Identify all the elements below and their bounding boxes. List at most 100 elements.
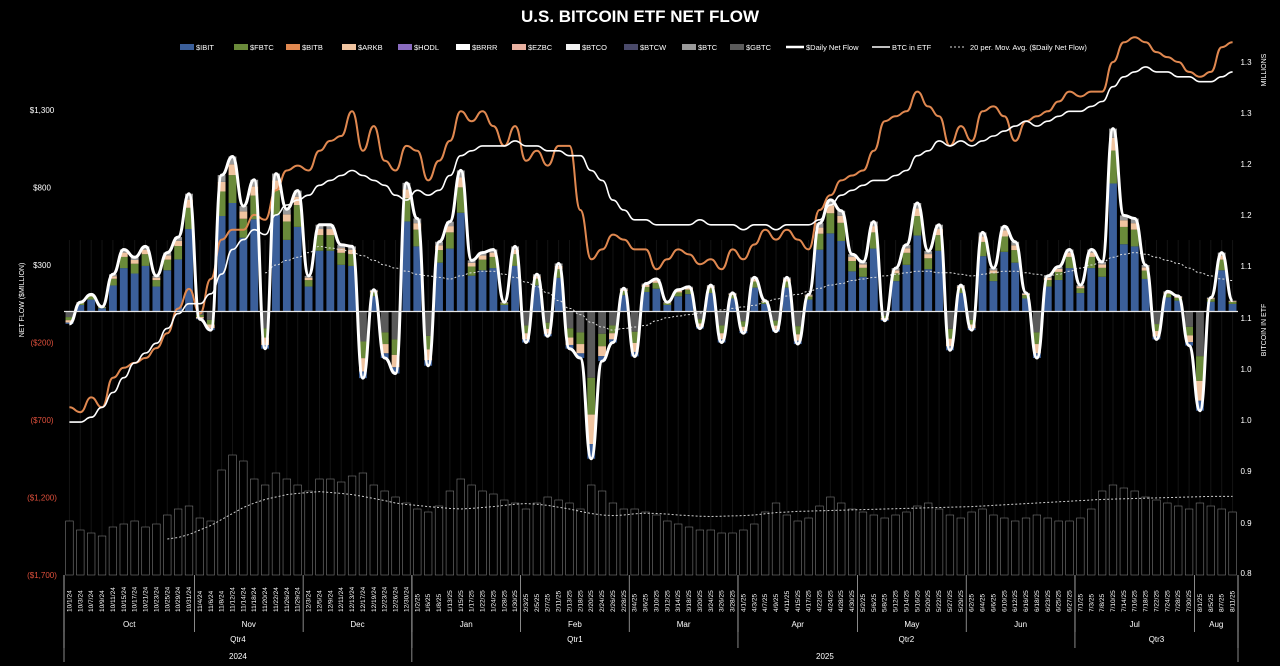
legend-item: $BRRR — [456, 43, 498, 52]
x-date-label: 7/10/25 — [1110, 590, 1117, 612]
flow-bar — [815, 233, 824, 250]
x-date-label: 12/5/24 — [317, 590, 324, 612]
flow-bar — [413, 218, 422, 224]
legend-label: $BRRR — [472, 43, 498, 52]
legend-label: BTC in ETF — [892, 43, 932, 52]
flow-bar — [1011, 241, 1020, 246]
x-date-label: 10/25/24 — [164, 586, 171, 612]
flow-bar — [1000, 226, 1009, 231]
flow-bar — [130, 273, 139, 312]
flow-bar — [435, 245, 443, 251]
x-date-label: 4/30/25 — [849, 590, 856, 612]
flow-bar — [1196, 311, 1204, 357]
flow-bar — [304, 286, 313, 312]
flow-bar — [891, 281, 900, 312]
flow-bar — [641, 291, 650, 312]
flow-bar — [511, 249, 520, 255]
flow-bar — [728, 298, 737, 312]
flow-bar — [359, 371, 367, 379]
flow-bar — [1119, 220, 1128, 227]
flow-bar — [1206, 301, 1215, 312]
volume-bar — [1141, 496, 1150, 576]
flow-bar — [804, 299, 813, 312]
x-date-label: 10/21/24 — [143, 586, 150, 612]
legend-item: $BTCO — [566, 43, 607, 52]
flow-bar — [1065, 256, 1074, 269]
volume-bar — [337, 481, 346, 576]
legend-swatch — [566, 44, 580, 50]
month-label: May — [904, 620, 919, 629]
x-date-label: 8/1/25 — [1197, 594, 1204, 612]
x-date-label: 2/20/25 — [588, 590, 595, 612]
flow-bar — [1109, 128, 1117, 138]
flow-bar — [65, 320, 74, 323]
flow-bar — [424, 349, 433, 361]
x-date-label: 8/5/25 — [1208, 594, 1215, 612]
x-date-label: 11/8/24 — [219, 590, 226, 612]
flow-bar — [1054, 268, 1063, 272]
flow-bar — [935, 224, 943, 230]
flow-bar — [739, 321, 748, 327]
flow-bar — [348, 265, 356, 312]
volume-bar — [413, 508, 422, 576]
flow-bar — [1119, 244, 1128, 312]
flow-bar — [380, 332, 389, 345]
volume-bar — [902, 511, 911, 576]
flow-bar — [261, 311, 270, 329]
x-date-label: 11/26/24 — [284, 587, 291, 612]
x-date-label: 7/8/25 — [1099, 594, 1106, 612]
x-date-label: 12/23/24 — [382, 586, 389, 612]
y-tick-label: ($200) — [30, 339, 53, 348]
x-date-label: 4/24/25 — [827, 590, 834, 612]
y-tick-label: ($1,200) — [27, 494, 57, 503]
flow-bar — [837, 222, 846, 241]
flow-bar — [1217, 259, 1226, 271]
flow-bar — [1022, 293, 1030, 296]
flow-bar — [522, 325, 530, 334]
flow-bar — [859, 267, 867, 277]
flow-bar — [293, 190, 302, 197]
volume-bar — [706, 529, 715, 576]
flow-bar — [978, 236, 987, 242]
flow-bar — [424, 335, 433, 350]
flow-bar — [880, 318, 889, 320]
flow-bar — [1022, 295, 1030, 299]
flow-bar — [282, 209, 291, 215]
flow-bar — [1032, 311, 1041, 333]
flow-bar — [174, 246, 183, 260]
volume-bar — [597, 490, 607, 576]
volume-bar — [315, 478, 324, 576]
flow-bar — [761, 301, 770, 304]
volume-bar — [87, 532, 96, 576]
y2-tick-label: 1.0 — [1240, 365, 1252, 374]
flow-bar — [1217, 270, 1226, 312]
volume-bar — [1054, 520, 1063, 576]
flow-bar — [467, 266, 476, 276]
x-date-label: 5/2/25 — [860, 594, 867, 612]
flow-bar — [1000, 236, 1009, 252]
line-layer — [68, 36, 1235, 461]
volume-bar — [630, 508, 639, 576]
flow-bar — [630, 342, 639, 352]
flow-bar — [380, 344, 389, 354]
volume-bar — [815, 505, 824, 576]
flow-bar — [837, 240, 846, 312]
flow-bar — [804, 296, 813, 300]
x-date-label: 12/9/24 — [327, 590, 334, 612]
flow-bar — [1163, 297, 1172, 312]
legend-swatch — [286, 44, 300, 50]
volume-bar — [489, 493, 498, 576]
x-date-label: 10/15/24 — [121, 586, 128, 612]
flow-bar — [359, 341, 367, 359]
volume-bar — [1087, 508, 1096, 576]
flow-bar — [913, 235, 922, 312]
volume-bar — [228, 454, 237, 576]
volume-bar — [945, 514, 955, 576]
x-date-label: 2/5/25 — [534, 594, 541, 612]
flow-bar — [739, 311, 748, 322]
flow-bar — [902, 248, 911, 253]
flow-bar — [935, 229, 943, 236]
flow-bar — [652, 280, 661, 283]
flow-bar — [337, 248, 346, 253]
flow-bar — [1098, 267, 1107, 277]
